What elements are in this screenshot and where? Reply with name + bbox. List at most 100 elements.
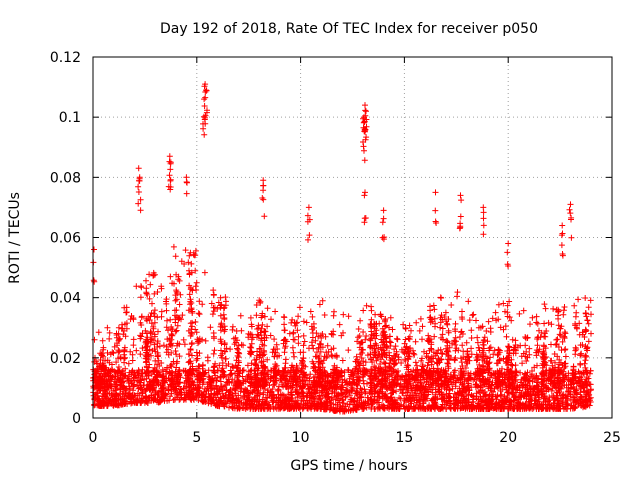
data-point (167, 273, 174, 280)
data-point (305, 405, 311, 412)
data-point (505, 390, 512, 396)
data-point (165, 327, 171, 334)
data-point (441, 385, 448, 392)
data-point (277, 391, 284, 398)
data-point (487, 344, 494, 351)
data-point (330, 345, 337, 352)
data-point (296, 304, 303, 311)
data-point (411, 351, 418, 358)
data-points (90, 81, 594, 415)
data-point (468, 345, 475, 352)
data-point (126, 393, 133, 400)
data-point (536, 327, 542, 334)
data-point (559, 399, 566, 406)
data-point (226, 404, 232, 411)
data-point (272, 308, 279, 315)
data-point (107, 351, 114, 358)
data-point (396, 406, 403, 412)
data-point (561, 329, 568, 336)
data-point (419, 385, 426, 392)
data-point (213, 382, 220, 389)
data-point (193, 349, 200, 356)
data-point (291, 353, 298, 360)
data-point (341, 377, 348, 384)
data-point (509, 336, 516, 343)
data-point (577, 342, 584, 349)
data-point (127, 348, 134, 355)
data-point (100, 346, 107, 353)
data-point (158, 313, 165, 320)
data-point (369, 401, 376, 408)
data-point (465, 380, 472, 387)
data-point (583, 396, 590, 403)
data-point (497, 388, 504, 394)
data-point (350, 401, 356, 408)
data-point (408, 385, 415, 392)
data-point (485, 397, 492, 404)
data-point (416, 327, 423, 334)
data-point (428, 397, 435, 404)
data-point (152, 388, 159, 395)
data-point (242, 400, 249, 407)
data-point (579, 401, 586, 408)
data-point (220, 305, 227, 312)
data-point (446, 387, 452, 394)
data-point (264, 305, 271, 312)
data-point (202, 337, 209, 344)
data-point (269, 386, 276, 392)
data-point (358, 394, 364, 401)
data-point (481, 334, 488, 341)
data-point (242, 386, 249, 393)
data-point (231, 386, 238, 393)
data-point (408, 327, 414, 334)
data-point (381, 405, 388, 412)
data-point (474, 334, 481, 341)
data-point (181, 261, 188, 267)
data-point (295, 313, 302, 320)
data-point (360, 307, 367, 314)
data-point (452, 320, 459, 327)
data-point (325, 390, 332, 397)
data-point (516, 310, 523, 317)
data-point (550, 305, 557, 312)
data-point (353, 388, 360, 394)
data-point (214, 391, 221, 398)
data-point (323, 349, 330, 356)
data-point (342, 393, 349, 400)
data-point (345, 366, 351, 373)
data-point (324, 393, 331, 400)
data-point (295, 340, 302, 347)
data-point (492, 309, 499, 316)
data-point (212, 372, 219, 379)
data-point (331, 308, 337, 315)
data-point (339, 396, 346, 403)
data-point (407, 393, 414, 399)
data-point (430, 302, 437, 309)
data-point (110, 350, 117, 357)
data-point (257, 390, 263, 397)
data-point (138, 284, 145, 291)
data-point (329, 353, 336, 360)
data-point (309, 334, 316, 341)
data-point (133, 283, 140, 290)
data-point (582, 295, 589, 301)
data-point (188, 260, 195, 267)
data-point (244, 362, 251, 369)
data-point (336, 321, 343, 328)
data-point (398, 401, 405, 408)
data-point (431, 306, 438, 313)
data-point (323, 385, 330, 392)
data-point (169, 369, 176, 376)
data-point (508, 317, 515, 324)
data-point (312, 337, 319, 344)
data-point (172, 253, 179, 260)
data-point (400, 349, 407, 355)
data-point (468, 335, 475, 341)
data-point (340, 311, 347, 318)
data-point (113, 387, 119, 393)
data-point (205, 367, 212, 374)
data-point (530, 386, 537, 393)
data-point (349, 386, 356, 393)
data-point (204, 357, 211, 364)
